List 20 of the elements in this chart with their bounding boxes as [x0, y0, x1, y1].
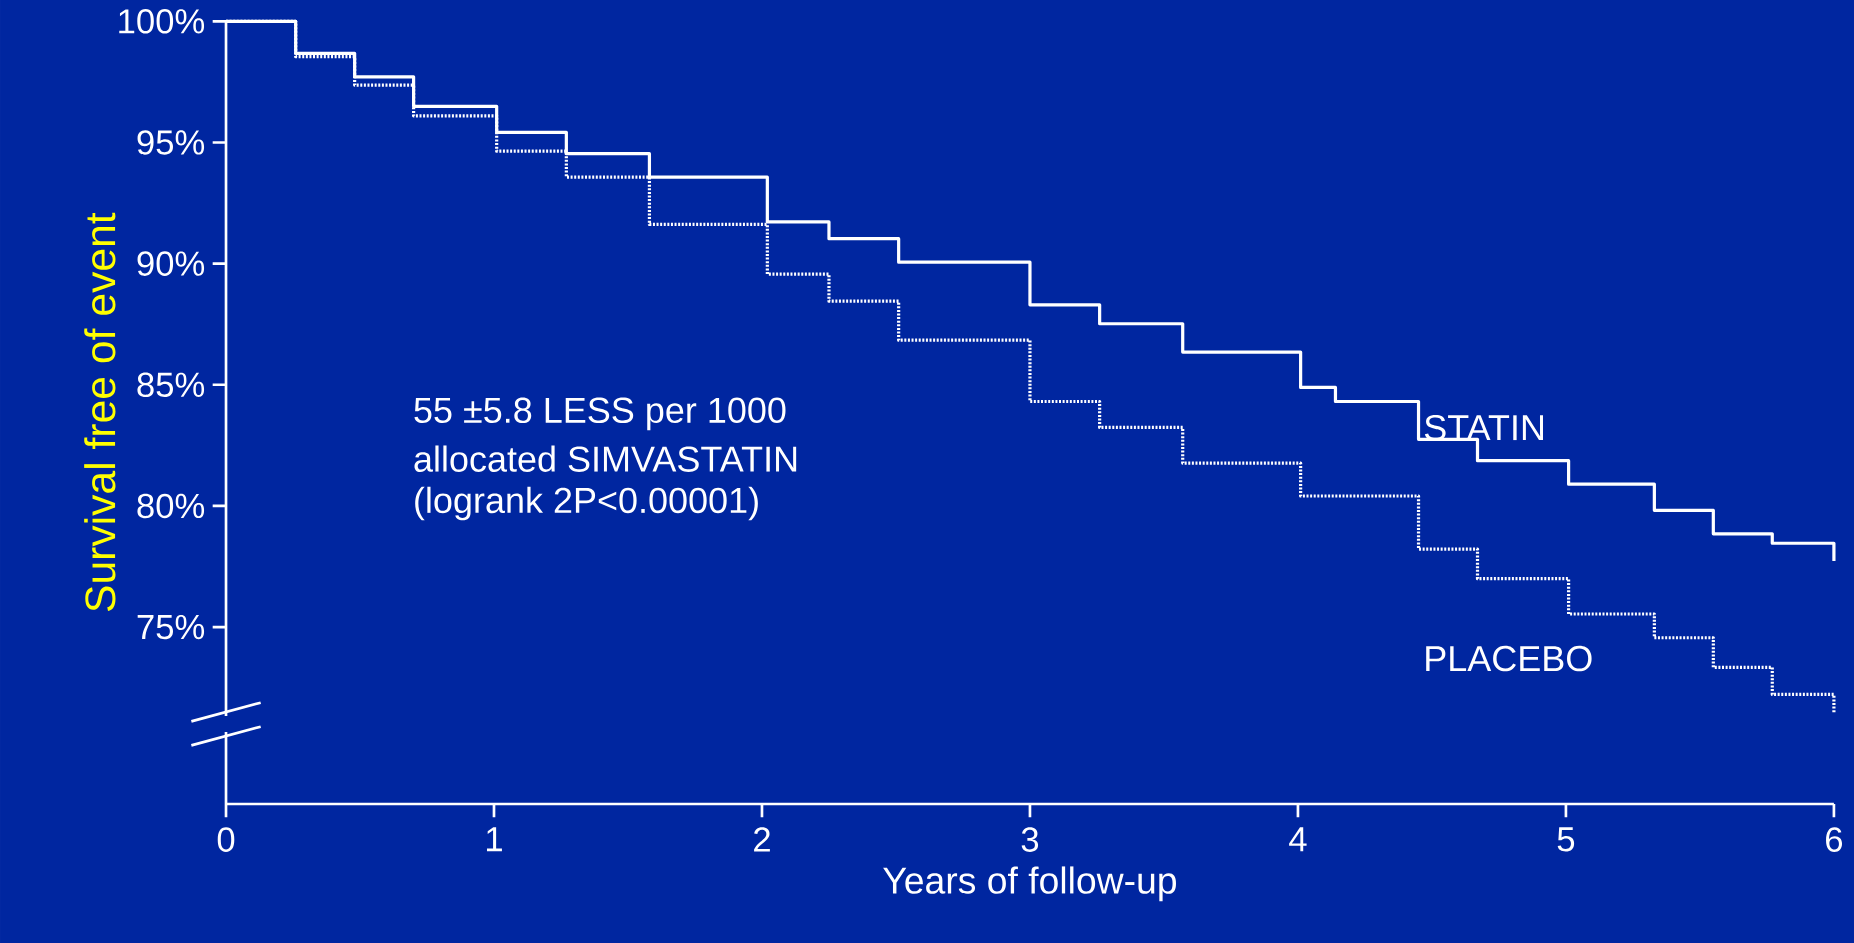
annotation: allocated SIMVASTATIN	[414, 445, 797, 472]
y-tick-label: 95%	[137, 130, 205, 155]
annotation: (logrank 2P<0.00001)	[415, 486, 758, 521]
y-tick-label: 90%	[137, 251, 205, 276]
y-axis-title: Survival free of event	[84, 212, 116, 612]
y-tick-label: 100%	[119, 9, 205, 34]
x-axis-title: Years of follow-up	[883, 866, 1177, 902]
series-label: PLACEBO	[1426, 645, 1592, 672]
x-tick-label: 0	[217, 827, 235, 852]
y-tick-label: 80%	[137, 493, 205, 519]
x-tick-label: 3	[1021, 827, 1039, 852]
x-tick-label: 2	[754, 827, 770, 852]
x-tick-label: 6	[1826, 827, 1843, 852]
x-tick-label: 1	[486, 827, 502, 852]
x-tick-label: 4	[1289, 827, 1307, 852]
x-tick-label: 5	[1557, 827, 1575, 852]
y-tick-label: 85%	[137, 372, 205, 398]
y-tick-label: 75%	[137, 614, 205, 640]
series-label: STATIN	[1424, 414, 1544, 441]
annotation: 55 ±5.8 LESS per 1000	[414, 397, 786, 431]
